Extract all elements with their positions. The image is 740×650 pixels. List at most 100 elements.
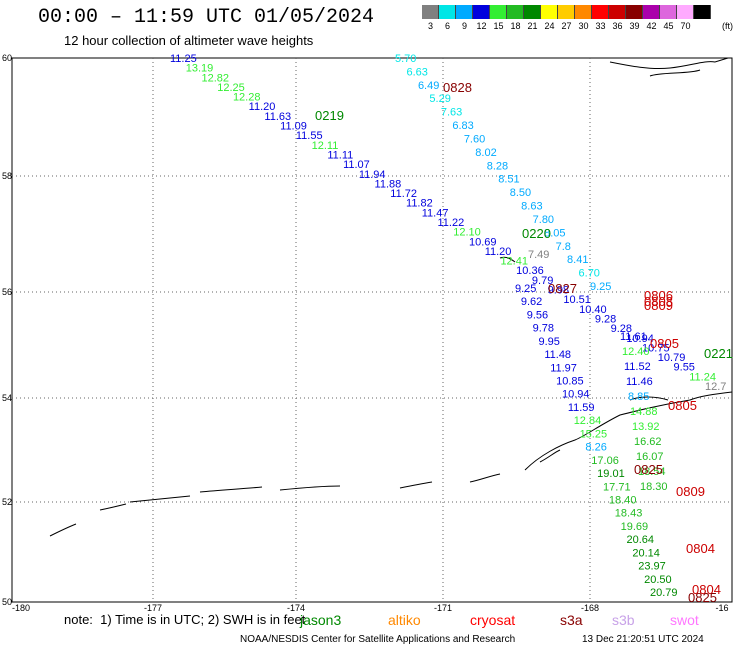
lon-label: -177 <box>144 603 162 613</box>
scale-label: 27 <box>561 21 572 31</box>
wave-height-value: 20.14 <box>632 547 660 559</box>
wave-height-value: 16.07 <box>636 451 664 463</box>
wave-height-value: 6.49 <box>418 80 439 92</box>
pass-time-label: 0220 <box>522 226 551 241</box>
wave-height-value: 6.83 <box>452 120 473 132</box>
scale-label: 15 <box>493 21 504 31</box>
lat-label: 56 <box>2 287 12 297</box>
wave-height-value: 11.72 <box>390 188 417 200</box>
wave-height-value: 9.56 <box>527 309 548 321</box>
scale-bin: 18 <box>507 5 524 31</box>
pass-time-label: 0809 <box>676 484 705 499</box>
wave-height-value: 10.75 <box>642 342 670 354</box>
scale-label: 30 <box>578 21 589 31</box>
wave-height-value: 10.51 <box>563 294 591 306</box>
wave-height-value: 6.63 <box>406 66 427 78</box>
scale-swatch <box>677 5 694 19</box>
satellite-legend-item: s3b <box>612 612 635 628</box>
wave-height-value: 11.48 <box>544 349 571 361</box>
pass-time-label: 0806 <box>644 288 673 303</box>
wave-height-value: 9.79 <box>532 275 553 287</box>
scale-label: 24 <box>544 21 555 31</box>
scale-swatch <box>507 5 524 19</box>
aleutian-island <box>399 481 433 489</box>
wave-height-value: 10.69 <box>469 236 497 248</box>
scale-swatch <box>575 5 592 19</box>
wave-height-value: 11.97 <box>550 362 577 374</box>
scale-swatch <box>694 5 711 19</box>
scale-label: 9 <box>461 21 467 31</box>
coastline <box>49 57 733 537</box>
credit-line: NOAA/NESDIS Center for Satellite Applica… <box>240 634 516 645</box>
wave-height-value: 8.51 <box>498 174 519 186</box>
wave-height-value: 10.94 <box>562 389 590 401</box>
color-scale-unit: (ft) <box>722 21 733 31</box>
alaska-peninsula <box>524 391 733 471</box>
aleutian-island <box>539 449 561 463</box>
wave-height-value: 9.28 <box>595 313 616 325</box>
lat-label: 50 <box>2 597 12 607</box>
wave-height-value: 9.98 <box>548 285 569 297</box>
wave-height-value: 9.95 <box>538 336 559 348</box>
wave-height-value: 19.01 <box>597 468 625 480</box>
scale-bin: 39 <box>626 5 643 31</box>
wave-height-value: 12.25 <box>217 82 245 94</box>
lat-label: 60 <box>2 53 12 63</box>
color-scale-legend: 3 6 9 12 15 18 21 24 27 30 33 36 39 42 45 70 <box>422 5 711 31</box>
wave-height-value: 8.02 <box>475 147 496 159</box>
scale-bin: 6 <box>439 5 456 31</box>
alaska-coast-north-2 <box>649 69 701 77</box>
wave-height-value: 11.07 <box>343 159 370 171</box>
wave-height-value: 18.43 <box>615 508 643 520</box>
aleutian-island <box>469 473 501 483</box>
wave-height-value: 11.61 <box>620 331 647 343</box>
graticule <box>12 58 732 602</box>
aleutian-island <box>99 503 127 511</box>
pribilof-island <box>499 256 516 263</box>
wave-height-value: 8.63 <box>521 201 542 213</box>
wave-height-value: 5.70 <box>395 53 416 65</box>
wave-height-value: 15.25 <box>580 428 608 440</box>
wave-height-value: 12.40 <box>622 346 650 358</box>
wave-height-value: 17.06 <box>591 455 619 467</box>
scale-swatch <box>660 5 677 19</box>
satellite-legend-item: s3a <box>560 612 583 628</box>
pass-time-label: 0827 <box>548 281 577 296</box>
wave-height-value: 5.29 <box>429 93 450 105</box>
wave-height-value: 12.84 <box>574 415 602 427</box>
wave-height-value: 18.30 <box>640 481 668 493</box>
footer-note: note: 1) Time is in UTC; 2) SWH is in fe… <box>64 612 306 627</box>
scale-bin: 24 <box>541 5 558 31</box>
aleutian-island <box>49 523 77 537</box>
wave-height-value: 8.85 <box>628 391 649 403</box>
wave-height-value: 12.28 <box>233 92 261 104</box>
pass-time-label: 0809 <box>644 298 673 313</box>
wave-height-value: 7.60 <box>464 133 485 145</box>
wave-height-value: 8.28 <box>487 160 508 172</box>
wave-height-value: 18.54 <box>638 466 666 478</box>
wave-height-value: 12.41 <box>500 256 528 268</box>
lat-label: 52 <box>2 497 12 507</box>
scale-swatch <box>456 5 473 19</box>
scale-label: 18 <box>510 21 521 31</box>
lon-label: -168 <box>581 603 599 613</box>
wave-height-value: 23.97 <box>638 561 666 573</box>
wave-height-value: 12.10 <box>453 227 481 239</box>
scale-bin: 21 <box>524 5 541 31</box>
page-subtitle: 12 hour collection of altimeter wave hei… <box>64 33 314 48</box>
scale-bin <box>694 5 711 31</box>
wave-height-value: 11.11 <box>327 149 353 161</box>
scale-label: 45 <box>663 21 674 31</box>
wave-height-value: 20.64 <box>627 534 655 546</box>
wave-height-value: 11.20 <box>249 101 276 113</box>
wave-height-tracks: 11.2513.1912.8212.2512.2811.2011.6311.09… <box>170 53 726 599</box>
lon-label: -180 <box>12 603 30 613</box>
wave-height-value: 10.36 <box>516 265 544 277</box>
wave-height-value: 11.09 <box>280 121 307 133</box>
wave-height-value: 11.47 <box>422 207 449 219</box>
wave-height-value: 17.71 <box>603 481 631 493</box>
wave-height-value: 9.62 <box>521 296 542 308</box>
scale-label: 3 <box>427 21 433 31</box>
wave-height-value: 11.24 <box>689 371 716 383</box>
wave-height-value: 7.49 <box>528 249 549 261</box>
